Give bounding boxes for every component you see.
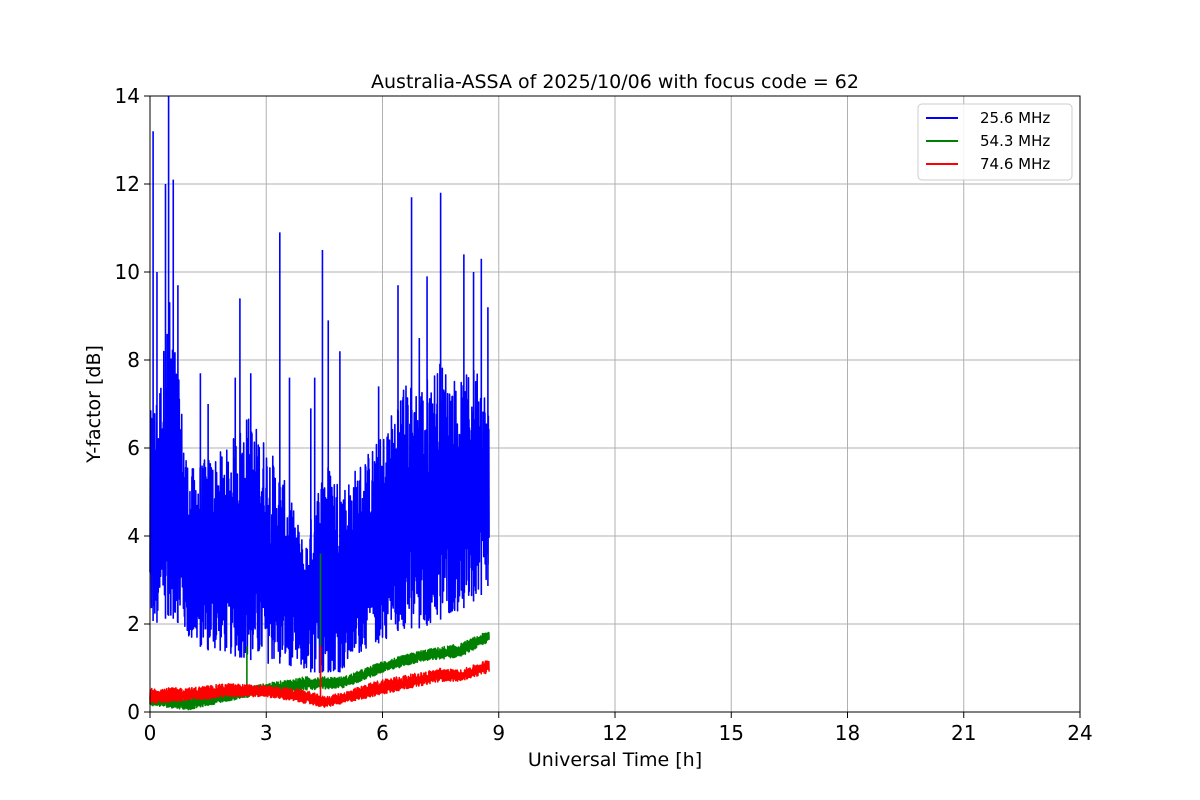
legend-label: 25.6 MHz (980, 109, 1050, 127)
y-tick-label: 0 (127, 700, 140, 724)
series-line (149, 96, 490, 674)
y-tick-label: 10 (115, 260, 140, 284)
y-tick-label: 12 (115, 172, 140, 196)
series-25-6-mhz (149, 96, 490, 674)
series-74-6-mhz (149, 646, 490, 708)
legend-label: 74.6 MHz (980, 155, 1050, 173)
x-tick-label: 24 (1067, 721, 1092, 745)
x-tick-label: 21 (951, 721, 976, 745)
x-tick-label: 3 (260, 721, 273, 745)
x-tick-label: 9 (492, 721, 505, 745)
x-tick-label: 15 (719, 721, 744, 745)
y-tick-label: 6 (127, 436, 140, 460)
x-tick-label: 12 (602, 721, 627, 745)
chart-title: Australia-ASSA of 2025/10/06 with focus … (371, 71, 859, 93)
legend: 25.6 MHz 54.3 MHz 74.6 MHz (917, 103, 1073, 181)
legend-box (917, 103, 1073, 181)
y-tick-label: 14 (115, 84, 140, 108)
y-tick-label: 2 (127, 612, 140, 636)
y-tick-label: 4 (127, 524, 140, 548)
x-axis-label: Universal Time [h] (528, 749, 702, 771)
x-tick-label: 18 (835, 721, 860, 745)
series-layer (149, 96, 490, 711)
legend-label: 54.3 MHz (980, 132, 1050, 150)
x-tick-label: 0 (144, 721, 157, 745)
series-line (149, 646, 490, 708)
y-axis-label: Y-factor [dB] (83, 345, 105, 464)
x-tick-label: 6 (376, 721, 389, 745)
y-tick-label: 8 (127, 348, 140, 372)
